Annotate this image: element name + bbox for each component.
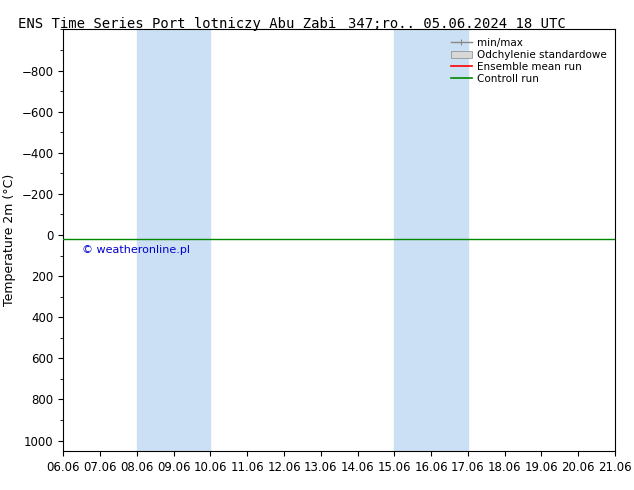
Text: 347;ro.. 05.06.2024 18 UTC: 347;ro.. 05.06.2024 18 UTC xyxy=(347,17,566,31)
Text: © weatheronline.pl: © weatheronline.pl xyxy=(82,245,190,255)
Bar xyxy=(394,29,468,451)
Legend: min/max, Odchylenie standardowe, Ensemble mean run, Controll run: min/max, Odchylenie standardowe, Ensembl… xyxy=(448,35,610,87)
Text: ENS Time Series Port lotniczy Abu Zabi: ENS Time Series Port lotniczy Abu Zabi xyxy=(18,17,337,31)
Y-axis label: Temperature 2m (°C): Temperature 2m (°C) xyxy=(3,174,16,306)
Bar xyxy=(137,29,210,451)
